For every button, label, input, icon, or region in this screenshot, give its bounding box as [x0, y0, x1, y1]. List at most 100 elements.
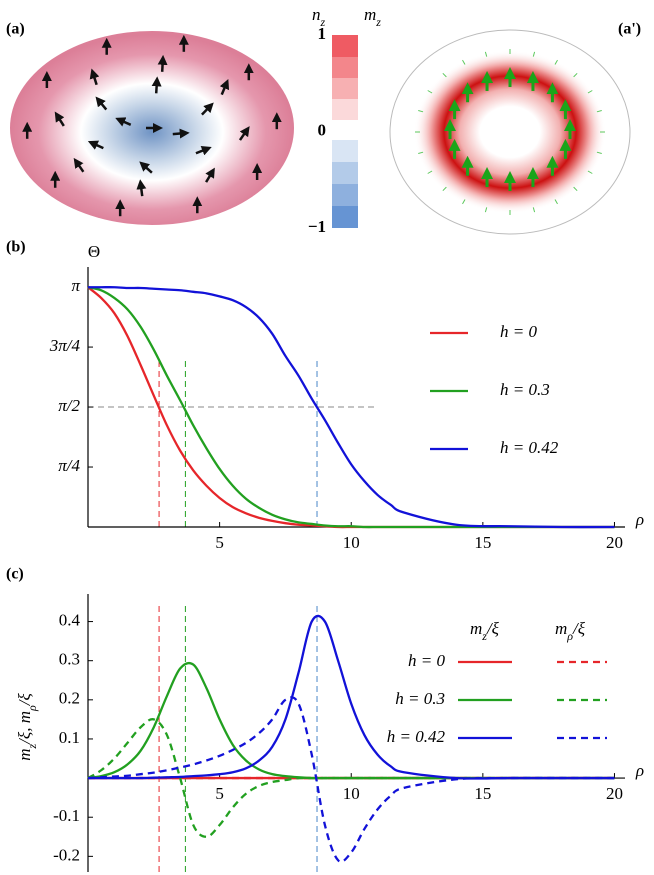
x-tick-label: 5: [215, 533, 224, 552]
text-part: /ξ: [15, 693, 34, 707]
color-swatch: [332, 162, 358, 184]
spin-arrow: [573, 186, 578, 192]
spin-arrow: [462, 59, 466, 65]
spin-arrow: [151, 76, 162, 94]
y-tick-label: 0.4: [59, 610, 81, 629]
spin-arrow: [89, 68, 100, 86]
legend-label: h = 0: [500, 322, 537, 341]
text-part: m: [470, 619, 482, 638]
text-part: m: [15, 748, 34, 760]
text-part: /ξ: [486, 619, 500, 638]
x-axis-label: ρ: [635, 761, 644, 780]
spin-arrow: [532, 51, 536, 57]
spin-arrow: [418, 110, 424, 113]
y-axis-label: Θ: [88, 242, 100, 261]
spin-arrow: [427, 90, 433, 94]
color-swatch: [332, 35, 358, 57]
x-tick-label: 5: [215, 784, 224, 803]
y-tick-label: -0.2: [53, 845, 80, 864]
spin-arrow: [554, 59, 558, 65]
panel-label: (c): [6, 566, 24, 583]
series-line: [87, 286, 615, 529]
spin-arrow: [139, 161, 153, 174]
spin-arrow: [462, 199, 466, 205]
spin-arrow: [73, 157, 85, 173]
spin-arrow: [484, 51, 488, 57]
colorbar: [332, 35, 358, 228]
spin-arrow: [95, 96, 108, 111]
colorbar-tick-label: 1: [318, 24, 327, 43]
color-swatch: [332, 99, 358, 120]
y-tick-label: π/2: [58, 396, 80, 415]
color-swatch: [332, 206, 358, 228]
spin-arrow: [442, 72, 447, 78]
spin-arrow: [596, 151, 602, 154]
legend-label: h = 0: [408, 651, 445, 670]
y-tick-label: π: [71, 276, 80, 295]
x-tick-label: 15: [474, 784, 491, 803]
spin-arrow: [201, 102, 214, 116]
spin-arrow: [219, 78, 230, 96]
colorbar-label: nz: [312, 5, 326, 29]
text-part: n: [312, 5, 321, 24]
colorbar-label: mz: [364, 5, 381, 29]
x-tick-label: 20: [606, 784, 623, 803]
x-tick-label: 15: [474, 533, 491, 552]
subscript: z: [25, 743, 39, 749]
text-part: m: [555, 619, 567, 638]
x-tick-label: 20: [606, 533, 623, 552]
y-tick-label: π/4: [58, 456, 80, 475]
color-swatch: [332, 78, 358, 99]
ring-illustration: [389, 29, 631, 235]
x-axis-label: ρ: [635, 510, 644, 529]
color-swatch: [332, 184, 358, 206]
series-line: [87, 286, 615, 529]
legend-header: mρ/ξ: [555, 619, 586, 643]
text-part: m: [364, 5, 376, 24]
spin-arrow: [573, 72, 578, 78]
color-swatch: [332, 120, 358, 140]
spin-arrow: [596, 110, 602, 113]
series-line: [88, 614, 615, 780]
spin-arrow: [427, 170, 433, 174]
x-tick-label: 10: [343, 533, 360, 552]
spin-arrow: [87, 140, 104, 150]
y-axis-label: mz/ξ, mρ/ξ: [15, 693, 39, 761]
spin-arrow: [587, 90, 593, 94]
ring: [390, 30, 630, 234]
color-swatch: [332, 140, 358, 162]
spin-arrow: [238, 126, 250, 141]
spin-arrow: [54, 111, 65, 127]
y-tick-label: 3π/4: [49, 336, 81, 355]
spin-arrow: [418, 151, 424, 154]
subscript: z: [320, 15, 326, 29]
color-swatch: [332, 57, 358, 78]
legend-label: h = 0.42: [387, 727, 446, 746]
text-part: /ξ, m: [15, 711, 34, 745]
legend-header: mz/ξ: [470, 619, 500, 643]
spin-arrow: [136, 179, 147, 197]
spin-arrow: [157, 54, 168, 72]
spin-arrow: [587, 170, 593, 174]
spin-arrow: [205, 167, 215, 183]
skyrmion-illustration: [10, 31, 294, 225]
series-line: [87, 696, 615, 863]
y-tick-label: 0.1: [59, 728, 80, 747]
text-part: /ξ: [572, 619, 586, 638]
subscript: z: [481, 629, 487, 643]
x-tick-label: 10: [343, 784, 360, 803]
spin-arrow: [532, 207, 536, 213]
y-tick-label: 0.2: [59, 689, 80, 708]
subscript: z: [375, 15, 381, 29]
legend-label: h = 0.3: [500, 380, 550, 399]
spin-arrow: [195, 146, 212, 156]
y-tick-label: -0.1: [53, 806, 80, 825]
series-line: [87, 718, 615, 838]
colorbar-tick-label: 0: [318, 120, 327, 139]
panel-label: (b): [6, 239, 26, 256]
spin-arrow: [442, 186, 447, 192]
spin-arrow: [172, 128, 190, 139]
subscript: ρ: [25, 705, 39, 712]
legend-label: h = 0.3: [395, 689, 445, 708]
spin-arrow: [484, 207, 488, 213]
